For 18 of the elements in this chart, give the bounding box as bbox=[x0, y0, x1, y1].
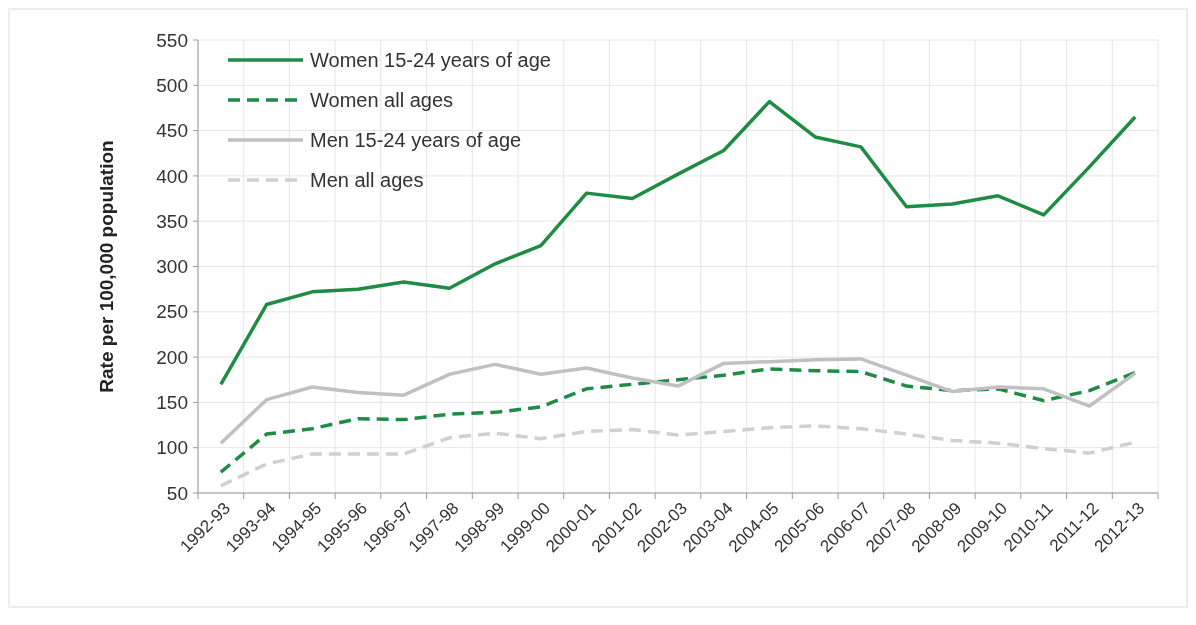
y-tick-label: 550 bbox=[156, 29, 188, 51]
line-series bbox=[219, 367, 1137, 474]
y-tick-label: 400 bbox=[156, 165, 188, 187]
legend-label: Women 15-24 years of age bbox=[310, 49, 551, 71]
legend-label: Men 15-24 years of age bbox=[310, 129, 522, 151]
y-tick-label: 300 bbox=[156, 256, 188, 278]
line-series bbox=[219, 357, 1137, 445]
y-tick-label: 50 bbox=[166, 482, 188, 504]
y-tick-label: 250 bbox=[156, 301, 188, 323]
legend-label: Women all ages bbox=[310, 89, 454, 111]
y-tick-label: 450 bbox=[156, 120, 188, 142]
y-tick-label: 150 bbox=[156, 392, 188, 414]
y-axis-title: Rate per 100,000 population bbox=[96, 140, 117, 393]
legend-label: Men all ages bbox=[310, 169, 424, 191]
y-tick-label: 500 bbox=[156, 74, 188, 96]
y-tick-label: 350 bbox=[156, 210, 188, 232]
y-tick-label: 100 bbox=[156, 437, 188, 459]
y-tick-label: 200 bbox=[156, 346, 188, 368]
